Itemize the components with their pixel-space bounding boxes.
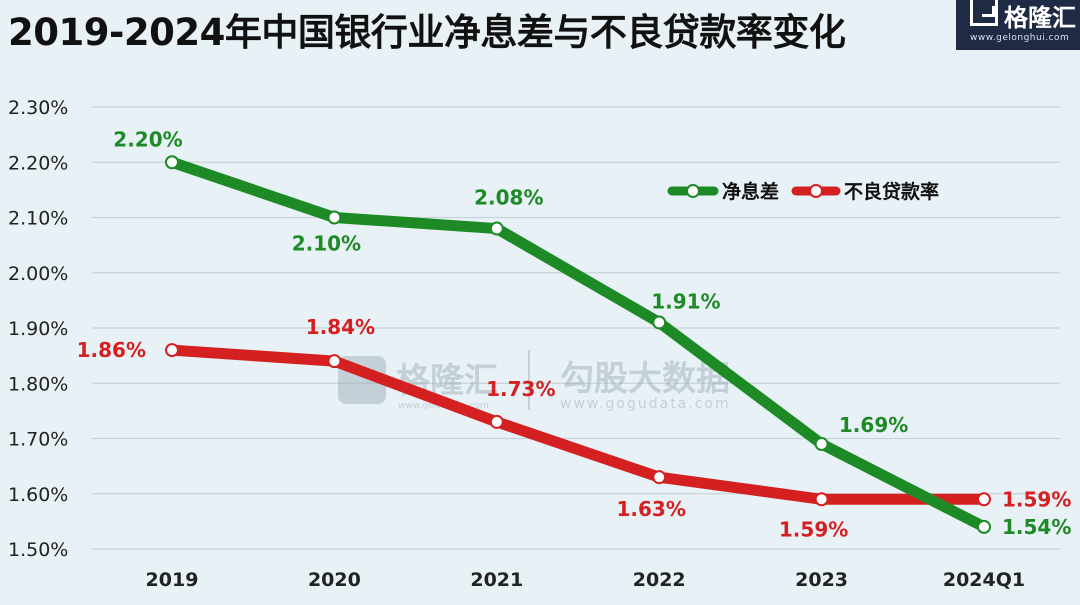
data-label-npl: 1.73%: [486, 377, 555, 401]
x-tick-label: 2021: [470, 569, 523, 591]
y-tick-label: 1.50%: [8, 539, 68, 561]
data-label-nim: 2.08%: [474, 186, 543, 210]
chart-title: 2019-2024年中国银行业净息差与不良贷款率变化: [8, 11, 846, 54]
x-tick-label: 2023: [795, 569, 848, 591]
watermark-divider: [528, 350, 530, 410]
x-tick-label: 2020: [308, 569, 361, 591]
legend-marker-npl: [809, 184, 823, 198]
y-tick-label: 2.10%: [8, 208, 68, 230]
point-npl: [652, 470, 667, 485]
point-nim: [327, 210, 342, 225]
legend: 净息差 不良贷款率: [667, 180, 939, 203]
brand-logo-url: www.gelonghui.com: [970, 33, 1070, 43]
point-npl: [977, 492, 991, 507]
x-tick-label: 2022: [633, 569, 686, 591]
data-label-nim: 1.54%: [1002, 515, 1071, 539]
x-tick-label: 2019: [146, 569, 199, 591]
data-label-npl: 1.84%: [306, 315, 375, 339]
x-tick-label: 2024Q1: [943, 569, 1025, 591]
point-npl: [165, 343, 179, 358]
point-nim: [977, 519, 991, 534]
data-label-npl: 1.59%: [1002, 487, 1071, 511]
data-label-npl: 1.63%: [617, 497, 686, 521]
y-tick-label: 1.80%: [8, 373, 68, 395]
legend-marker-nim: [686, 184, 700, 198]
point-nim: [652, 315, 667, 330]
data-label-nim: 2.10%: [292, 232, 361, 256]
data-label-nim: 1.91%: [651, 289, 720, 313]
series-line-nim: [166, 156, 990, 533]
brand-logo: 格隆汇 www.gelonghui.com: [956, 0, 1080, 50]
y-tick-label: 2.30%: [8, 97, 68, 119]
data-label-npl: 1.59%: [779, 517, 848, 541]
point-nim: [489, 221, 504, 236]
legend-label-npl: 不良贷款率: [844, 180, 939, 203]
watermark-partner: 勾股大数据: [560, 359, 730, 399]
data-label-layer: 2.20% 2.10% 2.08% 1.91% 1.69% 1.54% 1.86% 1.84%…: [77, 127, 1072, 541]
y-tick-label: 1.70%: [8, 429, 68, 451]
y-tick-label: 2.20%: [8, 152, 68, 174]
y-tick-label: 1.60%: [8, 484, 68, 506]
point-nim: [814, 437, 829, 452]
grid-layer: 1.50% 1.60% 1.70% 1.80% 1.90% 2.00% 2.10% 2.20%…: [8, 97, 1060, 591]
point-npl: [327, 354, 342, 369]
y-tick-label: 1.90%: [8, 318, 68, 340]
point-npl: [814, 492, 829, 507]
series-line-npl: [166, 344, 990, 505]
legend-label-nim: 净息差: [722, 180, 779, 203]
brand-logo-icon: [970, 0, 998, 26]
data-label-nim: 1.69%: [839, 413, 908, 437]
point-npl: [489, 414, 504, 429]
series-layer: [165, 155, 991, 534]
watermark-partner-url: www.gogudata.com: [560, 396, 731, 412]
data-label-nim: 2.20%: [113, 127, 182, 151]
data-label-npl: 1.86%: [77, 338, 146, 362]
point-nim: [165, 155, 179, 170]
y-tick-label: 2.00%: [8, 263, 68, 285]
brand-logo-name: 格隆汇: [1004, 4, 1076, 32]
